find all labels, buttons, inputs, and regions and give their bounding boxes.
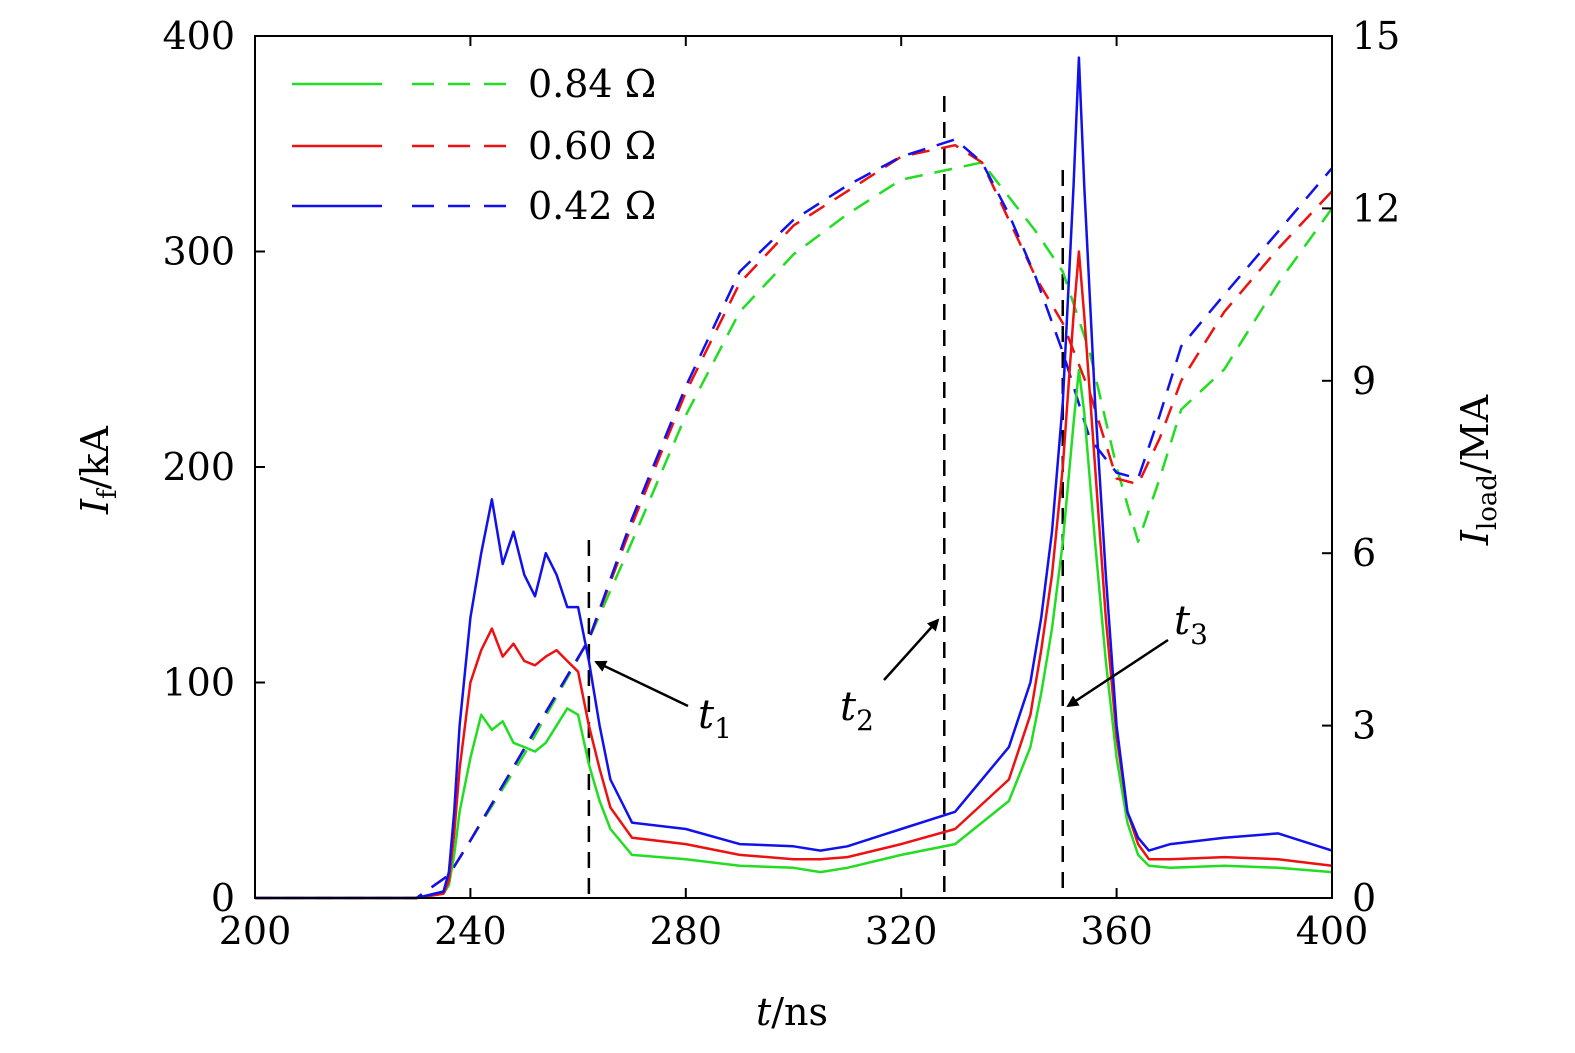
y-tick-label-right: 12	[1352, 186, 1400, 230]
series-line-dashed-0.42	[255, 138, 1333, 900]
annotation-label-t3: t3	[1174, 598, 1208, 651]
annotation-arrow-t3	[1066, 638, 1169, 708]
y-axis-label-right: Iload/MA	[1453, 394, 1503, 546]
legend: 0.84 Ω 0.60 Ω 0.42 Ω	[292, 62, 656, 228]
x-tick-label: 280	[650, 909, 723, 953]
series-line-dashed-0.84	[255, 161, 1334, 900]
x-tick-label: 360	[1080, 909, 1153, 953]
series-line-solid-0.60	[255, 250, 1333, 900]
y-tick-label-left: 200	[162, 445, 235, 489]
x-tick-label: 400	[1296, 909, 1369, 953]
x-tick-label: 200	[219, 909, 292, 953]
legend-label: 0.84 Ω	[528, 62, 656, 106]
y-tick-label-right: 15	[1352, 14, 1400, 58]
y-tick-label-right: 9	[1352, 359, 1376, 403]
x-tick-label: 320	[865, 909, 938, 953]
annotations: t1 t2 t3	[594, 598, 1208, 745]
y-axis-label-left: If/kA	[73, 425, 123, 514]
y-tick-label-left: 100	[162, 661, 235, 705]
y-tick-label-right: 6	[1352, 531, 1376, 575]
plot-frame	[254, 35, 1333, 899]
annotation-arrow-t2	[883, 618, 940, 681]
annotation-arrow-t1	[594, 660, 689, 708]
legend-label: 0.60 Ω	[528, 124, 656, 168]
x-axis-label: t/ns	[756, 990, 828, 1034]
series-line-solid-0.84	[255, 368, 1333, 900]
annotation-label-t1: t1	[698, 692, 732, 745]
legend-label: 0.42 Ω	[528, 184, 656, 228]
marker-lines	[587, 96, 1064, 898]
series-line-dashed-0.60	[255, 143, 1333, 900]
annotation-label-t2: t2	[840, 684, 874, 737]
y-tick-label-left: 0	[211, 876, 235, 920]
y-tick-label-right: 0	[1352, 876, 1376, 920]
y-tick-label-right: 3	[1352, 704, 1376, 748]
y-tick-label-left: 400	[162, 14, 235, 58]
x-tick-label: 240	[434, 909, 507, 953]
series-line-solid-0.42	[255, 56, 1333, 900]
y-tick-label-left: 300	[162, 230, 235, 274]
series-layer	[255, 56, 1334, 900]
